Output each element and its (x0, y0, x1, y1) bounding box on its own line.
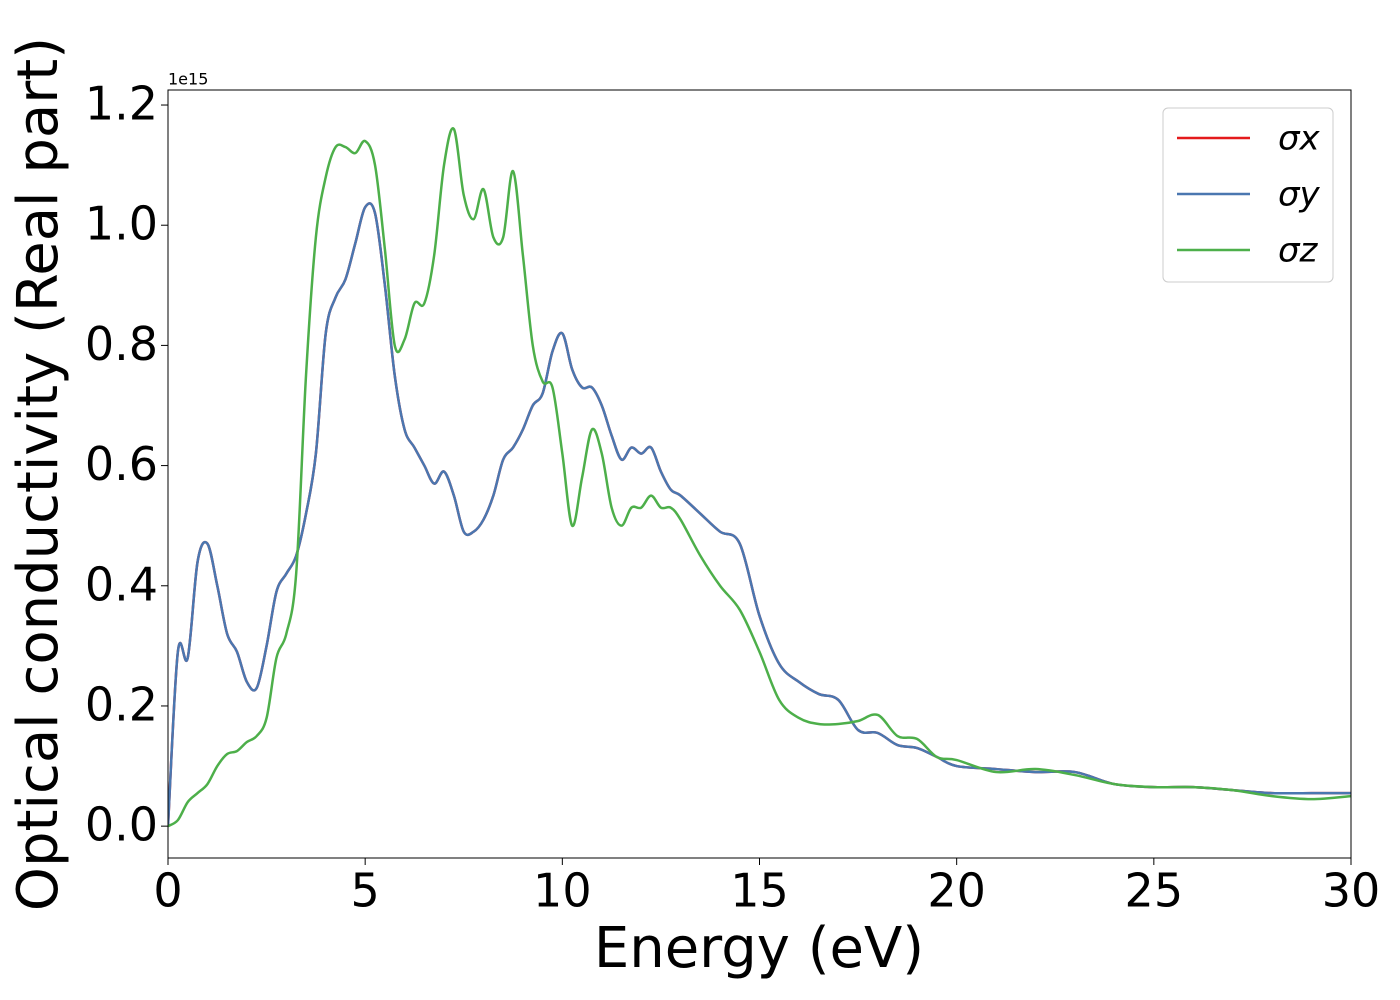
legend-label: σx (1278, 119, 1321, 159)
y-tick-label: 0.8 (85, 317, 158, 371)
series-line (168, 202, 1351, 827)
legend-label: σz (1278, 231, 1319, 271)
series-line (168, 127, 1351, 828)
y-offset-label: 1e15 (168, 70, 208, 89)
x-tick-label: 30 (1322, 864, 1381, 918)
x-axis-label: Energy (eV) (594, 916, 924, 981)
x-tick-label: 10 (533, 864, 592, 918)
plot-frame (167, 89, 1352, 859)
y-tick-label: 0.0 (85, 798, 158, 852)
legend-label: σy (1278, 175, 1321, 215)
x-tick-label: 25 (1125, 864, 1184, 918)
x-tick-label: 20 (927, 864, 986, 918)
y-axis-label: Optical conductivity (Real part) (6, 37, 71, 911)
x-tick-label: 0 (153, 864, 182, 918)
y-tick-label: 1.2 (85, 77, 158, 131)
y-tick-label: 0.2 (85, 677, 158, 731)
y-tick-label: 1.0 (85, 197, 158, 251)
y-tick-label: 0.4 (85, 557, 158, 611)
x-tick-label: 15 (730, 864, 789, 918)
series-line (168, 202, 1351, 827)
x-tick-label: 5 (351, 864, 380, 918)
y-tick-label: 0.6 (85, 437, 158, 491)
